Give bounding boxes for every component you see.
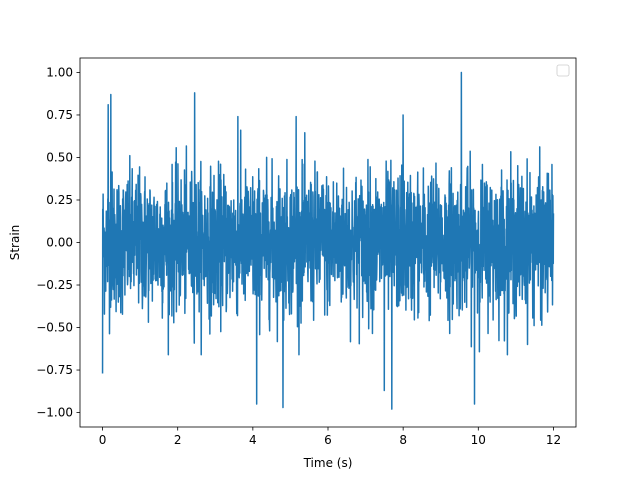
- x-axis-label: Time (s): [303, 456, 353, 470]
- y-axis: −1.00 −0.75 −0.50 −0.25 0.00 0.25 0.50 0.75 1.00: [36, 66, 80, 420]
- y-tick-label: −0.50: [36, 321, 73, 335]
- y-axis-label: Strain: [8, 225, 22, 261]
- x-tick-label: 2: [174, 433, 182, 447]
- y-tick-label: 0.50: [46, 151, 73, 165]
- y-tick-label: 0.75: [46, 108, 73, 122]
- x-tick-label: 10: [471, 433, 486, 447]
- legend-box: [556, 64, 570, 77]
- x-axis: 0 2 4 6 8 10 12: [99, 427, 561, 447]
- x-tick-label: 0: [99, 433, 107, 447]
- y-tick-label: −1.00: [36, 406, 73, 420]
- y-tick-label: 0.25: [46, 193, 73, 207]
- x-tick-label: 8: [399, 433, 407, 447]
- series-group: [101, 71, 555, 410]
- y-tick-label: 0.00: [46, 236, 73, 250]
- x-tick-label: 6: [324, 433, 332, 447]
- strain-series-line: [101, 71, 555, 410]
- y-tick-label: −0.75: [36, 363, 73, 377]
- x-tick-label: 4: [249, 433, 257, 447]
- y-tick-label: −0.25: [36, 278, 73, 292]
- y-tick-label: 1.00: [46, 66, 73, 80]
- x-tick-label: 12: [546, 433, 561, 447]
